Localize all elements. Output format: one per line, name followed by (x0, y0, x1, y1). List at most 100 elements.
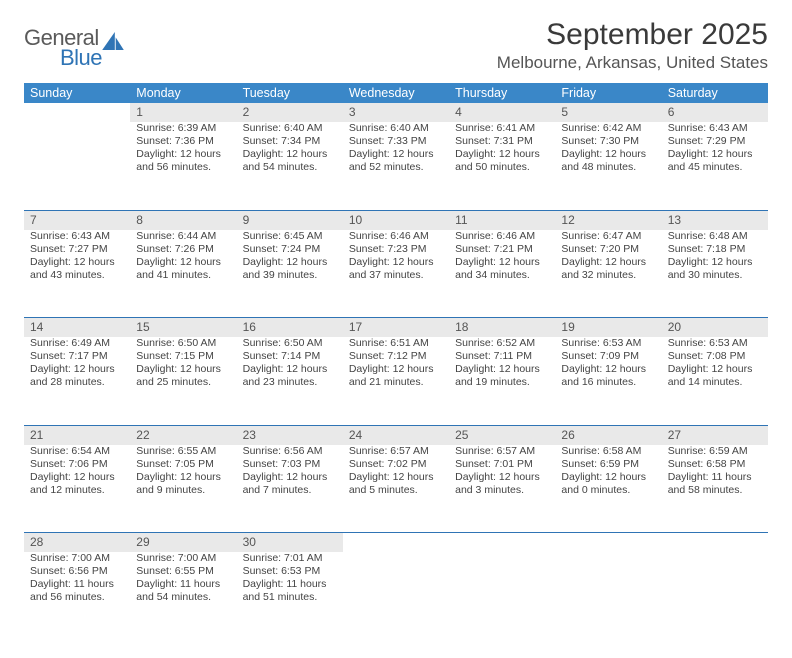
day-number: 18 (449, 318, 555, 338)
weekday-header: Saturday (662, 83, 768, 103)
sunset-line: Sunset: 7:20 PM (561, 243, 655, 256)
sunset-line: Sunset: 7:24 PM (243, 243, 337, 256)
day-cell: Sunrise: 6:41 AMSunset: 7:31 PMDaylight:… (449, 122, 555, 210)
sunrise-line: Sunrise: 6:56 AM (243, 445, 337, 458)
dl1-line: Daylight: 12 hours (455, 471, 549, 484)
logo-sail-icon (102, 32, 124, 50)
sunset-line: Sunset: 7:02 PM (349, 458, 443, 471)
dl1-line: Daylight: 12 hours (349, 363, 443, 376)
sunrise-line: Sunrise: 6:39 AM (136, 122, 230, 135)
daynum-row: 282930 (24, 533, 768, 553)
day-number: 5 (555, 103, 661, 122)
sunrise-line: Sunrise: 6:46 AM (349, 230, 443, 243)
day-number: 30 (237, 533, 343, 553)
day-number: 25 (449, 425, 555, 445)
day-number: 20 (662, 318, 768, 338)
day-cell: Sunrise: 6:46 AMSunset: 7:21 PMDaylight:… (449, 230, 555, 318)
sunset-line: Sunset: 7:26 PM (136, 243, 230, 256)
sunset-line: Sunset: 6:56 PM (30, 565, 124, 578)
day-cell: Sunrise: 6:45 AMSunset: 7:24 PMDaylight:… (237, 230, 343, 318)
sunrise-line: Sunrise: 6:53 AM (561, 337, 655, 350)
sunrise-line: Sunrise: 6:43 AM (668, 122, 762, 135)
sunset-line: Sunset: 7:33 PM (349, 135, 443, 148)
dl2-line: and 30 minutes. (668, 269, 762, 282)
day-cell: Sunrise: 6:53 AMSunset: 7:09 PMDaylight:… (555, 337, 661, 425)
dl1-line: Daylight: 12 hours (30, 471, 124, 484)
day-number: 22 (130, 425, 236, 445)
sunrise-line: Sunrise: 6:57 AM (349, 445, 443, 458)
sunrise-line: Sunrise: 6:58 AM (561, 445, 655, 458)
day-cell: Sunrise: 6:58 AMSunset: 6:59 PMDaylight:… (555, 445, 661, 533)
sunset-line: Sunset: 7:23 PM (349, 243, 443, 256)
dl2-line: and 56 minutes. (136, 161, 230, 174)
sunrise-line: Sunrise: 7:01 AM (243, 552, 337, 565)
day-cell: Sunrise: 6:51 AMSunset: 7:12 PMDaylight:… (343, 337, 449, 425)
sunrise-line: Sunrise: 6:55 AM (136, 445, 230, 458)
dl2-line: and 41 minutes. (136, 269, 230, 282)
dl1-line: Daylight: 11 hours (668, 471, 762, 484)
sunrise-line: Sunrise: 6:49 AM (30, 337, 124, 350)
sunset-line: Sunset: 7:31 PM (455, 135, 549, 148)
sunset-line: Sunset: 7:36 PM (136, 135, 230, 148)
logo: General Blue (24, 28, 124, 68)
dl1-line: Daylight: 12 hours (561, 148, 655, 161)
day-cell: Sunrise: 6:50 AMSunset: 7:15 PMDaylight:… (130, 337, 236, 425)
sunrise-line: Sunrise: 7:00 AM (30, 552, 124, 565)
calendar-table: Sunday Monday Tuesday Wednesday Thursday… (24, 83, 768, 640)
sunset-line: Sunset: 7:34 PM (243, 135, 337, 148)
day-number (24, 103, 130, 122)
day-cell: Sunrise: 6:48 AMSunset: 7:18 PMDaylight:… (662, 230, 768, 318)
day-number: 13 (662, 210, 768, 230)
day-number (343, 533, 449, 553)
weekday-header-row: Sunday Monday Tuesday Wednesday Thursday… (24, 83, 768, 103)
day-cell: Sunrise: 6:54 AMSunset: 7:06 PMDaylight:… (24, 445, 130, 533)
dl1-line: Daylight: 12 hours (668, 148, 762, 161)
day-number: 17 (343, 318, 449, 338)
weekday-header: Monday (130, 83, 236, 103)
dl1-line: Daylight: 12 hours (561, 256, 655, 269)
day-cell: Sunrise: 6:42 AMSunset: 7:30 PMDaylight:… (555, 122, 661, 210)
sunrise-line: Sunrise: 6:51 AM (349, 337, 443, 350)
calendar-page: General Blue September 2025 Melbourne, A… (0, 0, 792, 658)
dl1-line: Daylight: 12 hours (668, 363, 762, 376)
dl2-line: and 16 minutes. (561, 376, 655, 389)
day-number: 19 (555, 318, 661, 338)
sunset-line: Sunset: 7:08 PM (668, 350, 762, 363)
dl2-line: and 51 minutes. (243, 591, 337, 604)
day-number: 27 (662, 425, 768, 445)
day-cell: Sunrise: 6:43 AMSunset: 7:29 PMDaylight:… (662, 122, 768, 210)
dl2-line: and 39 minutes. (243, 269, 337, 282)
sunrise-line: Sunrise: 6:43 AM (30, 230, 124, 243)
day-number: 24 (343, 425, 449, 445)
day-number: 9 (237, 210, 343, 230)
day-number (555, 533, 661, 553)
day-cell: Sunrise: 7:00 AMSunset: 6:56 PMDaylight:… (24, 552, 130, 640)
day-cell (662, 552, 768, 640)
dl1-line: Daylight: 12 hours (30, 256, 124, 269)
day-number: 1 (130, 103, 236, 122)
dl2-line: and 54 minutes. (136, 591, 230, 604)
day-cell: Sunrise: 6:40 AMSunset: 7:34 PMDaylight:… (237, 122, 343, 210)
day-cell: Sunrise: 6:49 AMSunset: 7:17 PMDaylight:… (24, 337, 130, 425)
dl2-line: and 5 minutes. (349, 484, 443, 497)
day-cell (343, 552, 449, 640)
dl2-line: and 54 minutes. (243, 161, 337, 174)
sunset-line: Sunset: 7:21 PM (455, 243, 549, 256)
day-cell: Sunrise: 6:59 AMSunset: 6:58 PMDaylight:… (662, 445, 768, 533)
day-number: 23 (237, 425, 343, 445)
daynum-row: 78910111213 (24, 210, 768, 230)
month-title: September 2025 (497, 18, 768, 51)
dl2-line: and 0 minutes. (561, 484, 655, 497)
dl1-line: Daylight: 12 hours (243, 256, 337, 269)
sunrise-line: Sunrise: 6:47 AM (561, 230, 655, 243)
day-cell: Sunrise: 6:57 AMSunset: 7:02 PMDaylight:… (343, 445, 449, 533)
day-cell: Sunrise: 6:50 AMSunset: 7:14 PMDaylight:… (237, 337, 343, 425)
sunset-line: Sunset: 7:14 PM (243, 350, 337, 363)
dl1-line: Daylight: 12 hours (455, 363, 549, 376)
weekday-header: Tuesday (237, 83, 343, 103)
sunset-line: Sunset: 6:59 PM (561, 458, 655, 471)
dl2-line: and 14 minutes. (668, 376, 762, 389)
sunset-line: Sunset: 7:09 PM (561, 350, 655, 363)
sunrise-line: Sunrise: 6:54 AM (30, 445, 124, 458)
week-row: Sunrise: 6:49 AMSunset: 7:17 PMDaylight:… (24, 337, 768, 425)
